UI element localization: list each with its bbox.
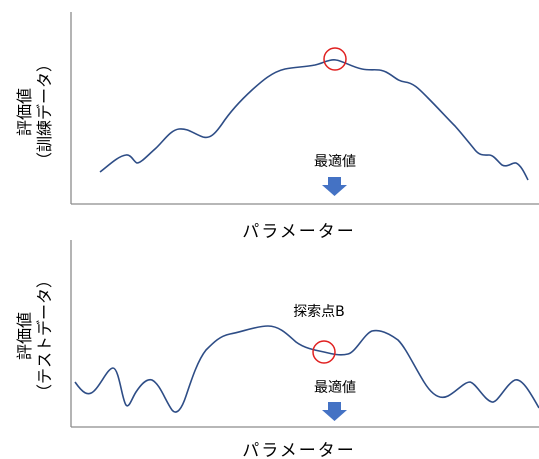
top-down-arrow-icon	[322, 177, 347, 196]
top-panel: 最適値 パラメーター 評価値 （訓練データ）	[15, 12, 539, 242]
bottom-x-axis-label: パラメーター	[242, 441, 356, 459]
search-point-b-label: 探索点B	[293, 303, 345, 320]
search-point-b-marker	[312, 340, 336, 364]
top-y-axis-label-line1: 評価値	[15, 88, 34, 136]
top-marker-label: 最適値	[314, 153, 356, 170]
bottom-evaluation-curve	[74, 325, 539, 413]
top-y-axis-label-line2: （訓練データ）	[35, 56, 54, 168]
top-optimum-marker	[323, 47, 347, 71]
top-x-axis-label: パラメーター	[242, 222, 356, 242]
bottom-down-arrow-icon	[322, 402, 347, 421]
bottom-marker-label: 最適値	[314, 379, 356, 396]
top-evaluation-curve	[99, 59, 529, 181]
bottom-y-axis-label-line2: （テストデータ）	[35, 272, 54, 400]
bottom-y-axis-label-line1: 評価値	[15, 312, 34, 360]
bottom-panel: 探索点B 最適値 パラメーター 評価値 （テストデータ）	[15, 240, 539, 459]
